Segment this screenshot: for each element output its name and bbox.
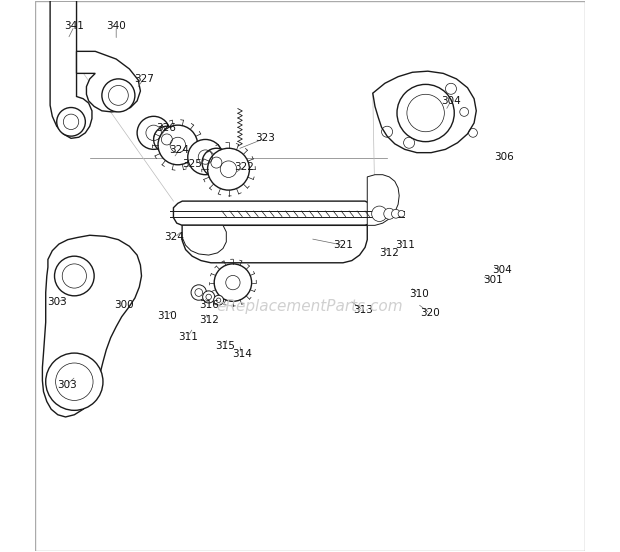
Text: 304: 304 [441,96,461,106]
Text: eReplacementParts.com: eReplacementParts.com [216,299,404,314]
Polygon shape [367,174,399,225]
Text: 316: 316 [199,300,219,310]
Text: 341: 341 [64,21,84,31]
Polygon shape [76,51,140,112]
Circle shape [391,209,401,218]
Text: 311: 311 [395,240,415,250]
Text: 303: 303 [47,298,66,307]
Circle shape [191,285,206,300]
Text: 340: 340 [106,21,126,31]
Text: 300: 300 [114,300,134,310]
Text: 321: 321 [333,240,353,250]
Circle shape [102,79,135,112]
Text: 322: 322 [234,162,254,172]
Circle shape [371,206,387,221]
Circle shape [397,84,454,142]
Text: 315: 315 [215,342,235,352]
Polygon shape [42,235,141,417]
Polygon shape [182,225,367,263]
Circle shape [154,126,180,153]
Text: 327: 327 [134,74,154,84]
Circle shape [384,208,395,219]
Circle shape [188,140,223,174]
Text: 320: 320 [420,309,440,319]
Circle shape [214,264,252,301]
Circle shape [214,295,224,305]
Text: 326: 326 [156,124,175,134]
Polygon shape [50,1,92,139]
Text: 310: 310 [157,311,177,321]
Text: 325: 325 [182,158,202,169]
Text: 324: 324 [165,232,185,242]
Circle shape [398,210,405,217]
Text: 303: 303 [57,380,76,390]
Circle shape [203,291,215,303]
Polygon shape [373,71,476,153]
Text: 324: 324 [169,146,189,156]
Polygon shape [182,225,226,255]
Polygon shape [174,201,375,225]
Text: 310: 310 [409,289,429,299]
Text: 312: 312 [379,248,399,258]
Text: 313: 313 [353,305,373,315]
Text: 311: 311 [178,332,198,342]
Circle shape [158,125,198,165]
Circle shape [202,148,231,177]
Text: 323: 323 [255,134,275,144]
Text: 312: 312 [199,315,219,325]
Circle shape [46,353,103,410]
Text: 314: 314 [232,349,252,359]
Text: 301: 301 [483,275,503,285]
Circle shape [208,148,249,190]
Circle shape [55,256,94,296]
Circle shape [56,108,86,136]
Text: 304: 304 [492,266,512,275]
Circle shape [137,116,170,150]
Text: 306: 306 [494,152,514,162]
